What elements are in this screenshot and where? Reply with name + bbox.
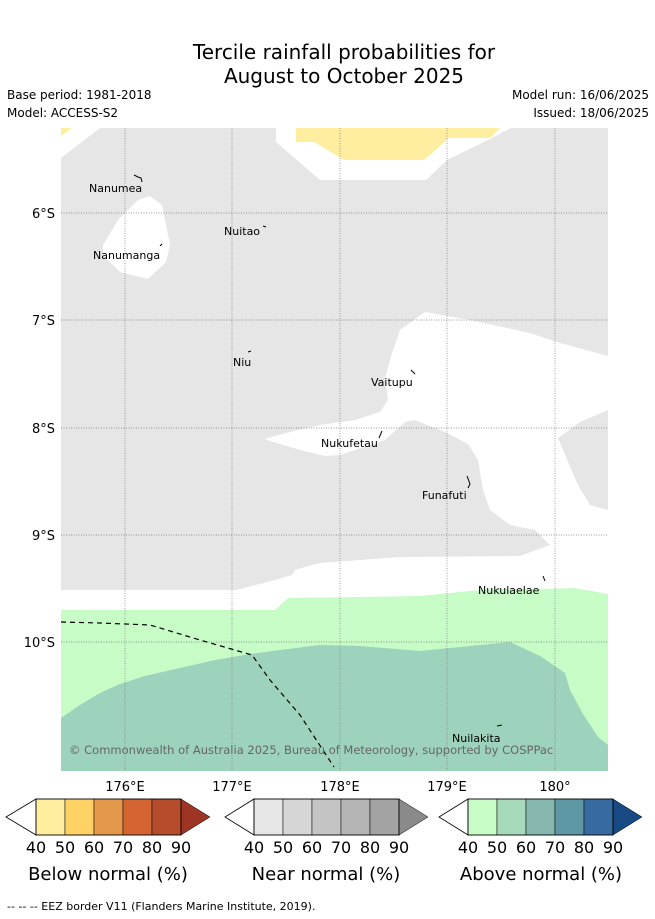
legend-arrow-left xyxy=(438,798,469,836)
legend-swatch xyxy=(496,798,527,836)
island-shape xyxy=(542,575,546,582)
island-shape xyxy=(262,225,267,228)
legend-swatch xyxy=(467,798,498,836)
legend-tick: 50 xyxy=(487,838,507,857)
island-shape xyxy=(410,369,416,375)
base-period: Base period: 1981-2018 xyxy=(7,88,152,102)
legend-arrow-right xyxy=(398,798,429,836)
graticule xyxy=(61,128,608,771)
legend-tick: 70 xyxy=(545,838,565,857)
legend-swatch xyxy=(93,798,124,836)
legend-tick: 40 xyxy=(244,838,264,857)
legend-below-normal: 40 50 60 70 80 90 Below normal (%) xyxy=(5,798,211,885)
legend-swatch xyxy=(340,798,371,836)
legend-swatch xyxy=(151,798,182,836)
legend-arrow-right xyxy=(612,798,643,836)
lat-label: 6°S xyxy=(32,207,55,222)
legend-swatch xyxy=(122,798,153,836)
island-label-nanumea: Nanumea xyxy=(89,182,142,195)
legend-tick: 50 xyxy=(55,838,75,857)
island-labels: Nanumea Nuitao Nanumanga Niu Vaitupu Nuk… xyxy=(89,182,540,745)
island-shape xyxy=(247,350,252,353)
legend-label-near: Near normal (%) xyxy=(252,864,401,885)
legend-label-below: Below normal (%) xyxy=(28,864,188,885)
lat-label: 7°S xyxy=(32,314,55,329)
legend-tick: 80 xyxy=(360,838,380,857)
issued-date: Issued: 18/06/2025 xyxy=(533,106,649,120)
legend-tick: 60 xyxy=(516,838,536,857)
lon-label: 179°E xyxy=(427,780,467,795)
island-label-nukulaelae: Nukulaelae xyxy=(478,584,540,597)
legend-label-above: Above normal (%) xyxy=(460,864,622,885)
legend-swatch xyxy=(35,798,66,836)
island-label-vaitupu: Vaitupu xyxy=(371,376,413,389)
legend-tick: 80 xyxy=(142,838,162,857)
legend-tick: 90 xyxy=(389,838,409,857)
island-label-funafuti: Funafuti xyxy=(422,489,467,502)
legend-swatch xyxy=(583,798,614,836)
near-normal-region xyxy=(61,128,608,590)
island-shape xyxy=(378,430,383,439)
legend-frame xyxy=(35,798,182,836)
legend-arrow-right xyxy=(180,798,211,836)
lon-label: 180° xyxy=(539,780,570,795)
island-shape xyxy=(466,475,471,489)
legend-above-normal: 40 50 60 70 80 90 Above normal (%) xyxy=(438,798,643,885)
legend-tick: 40 xyxy=(458,838,478,857)
legend-arrow-left xyxy=(224,798,255,836)
legend-swatch xyxy=(253,798,284,836)
model-name: Model: ACCESS-S2 xyxy=(7,106,119,120)
legend-tick: 50 xyxy=(273,838,293,857)
near-normal-east-patch xyxy=(558,410,608,510)
title-line-2: August to October 2025 xyxy=(223,64,465,88)
legend-swatch xyxy=(311,798,342,836)
copyright-notice: © Commonwealth of Australia 2025, Bureau… xyxy=(69,743,553,757)
above-normal-50-region xyxy=(61,642,608,771)
legend-near-normal: 40 50 60 70 80 90 Near normal (%) xyxy=(224,798,429,885)
rainfall-map: 6°S 7°S 8°S 9°S 10°S 176°E 177°E 178°E 1… xyxy=(5,128,643,885)
island-shape xyxy=(133,174,143,183)
legend-swatch xyxy=(554,798,585,836)
island-label-nanumanga: Nanumanga xyxy=(93,249,160,262)
legend-frame xyxy=(467,798,614,836)
page-title: Tercile rainfall probabilities for Augus… xyxy=(0,40,655,88)
longitude-labels: 176°E 177°E 178°E 179°E 180° xyxy=(105,780,570,795)
legend-tick: 60 xyxy=(302,838,322,857)
legend-swatch xyxy=(64,798,95,836)
below-normal-corner xyxy=(61,128,72,136)
legend-tick: 40 xyxy=(26,838,46,857)
island-outlines xyxy=(133,174,546,727)
nanumanga-white-area xyxy=(103,196,170,279)
legend-arrow-left xyxy=(5,798,37,836)
eez-border xyxy=(60,621,335,768)
lat-label: 9°S xyxy=(32,529,55,544)
island-label-niu: Niu xyxy=(233,356,251,369)
below-normal-region xyxy=(296,128,500,160)
lon-label: 177°E xyxy=(212,780,252,795)
legend-tick: 70 xyxy=(331,838,351,857)
title-line-1: Tercile rainfall probabilities for xyxy=(192,40,496,64)
lat-label: 10°S xyxy=(24,636,55,651)
legend-swatch xyxy=(282,798,313,836)
legend-tick: 90 xyxy=(171,838,191,857)
legend-tick: 80 xyxy=(574,838,594,857)
island-label-nukufetau: Nukufetau xyxy=(321,437,378,450)
lat-label: 8°S xyxy=(32,422,55,437)
lon-label: 178°E xyxy=(320,780,360,795)
island-shape xyxy=(496,724,503,727)
island-label-nuilakita: Nuilakita xyxy=(452,732,501,745)
legend-frame xyxy=(253,798,400,836)
legend-tick: 70 xyxy=(113,838,133,857)
eez-footnote: -- -- -- EEZ border V11 (Flanders Marine… xyxy=(7,900,316,913)
latitude-labels: 6°S 7°S 8°S 9°S 10°S xyxy=(24,207,55,651)
lon-label: 176°E xyxy=(105,780,145,795)
model-run: Model run: 16/06/2025 xyxy=(511,88,649,102)
island-shape xyxy=(159,243,163,247)
legend-tick: 60 xyxy=(84,838,104,857)
legend-tick: 90 xyxy=(603,838,623,857)
legend-swatch xyxy=(369,798,400,836)
island-label-nuitao: Nuitao xyxy=(224,225,260,238)
legend-swatch xyxy=(525,798,556,836)
